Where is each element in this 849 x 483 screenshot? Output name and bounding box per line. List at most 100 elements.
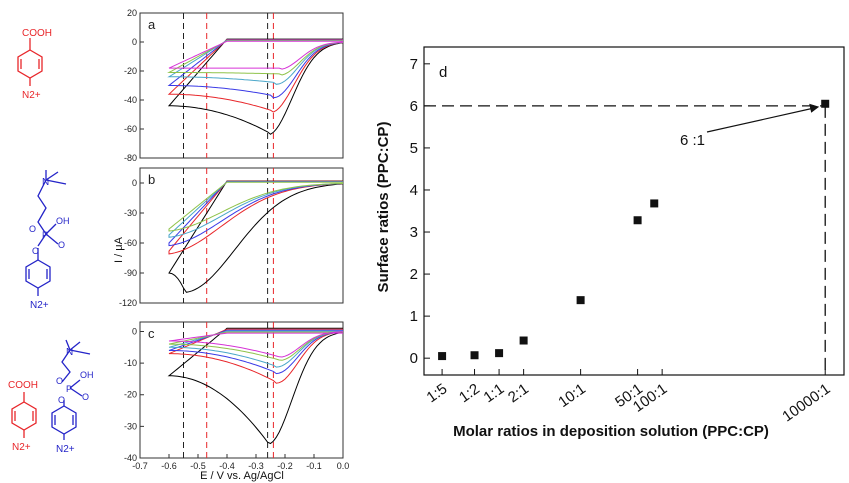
x-tick-label: -0.3: [248, 461, 264, 471]
y-tick-label: -20: [124, 390, 137, 400]
y-tick-label: -80: [124, 153, 137, 163]
o-label-bottom-3: O: [58, 395, 65, 405]
methyl-bond: [65, 339, 71, 351]
cv-curve: [167, 38, 344, 135]
phosphate-bond: [69, 379, 81, 389]
y-tick-label: -120: [119, 298, 137, 308]
cv-panel-c: 0 -10 -20 -30 -40-0.7 -0.6 -0.5 -0.4 -0.3 -0.2 -0.…: [124, 321, 350, 471]
o-label-middle-2: O: [58, 240, 65, 250]
methyl-bond: [69, 349, 91, 355]
y-tick-label: 0: [132, 178, 137, 188]
y-tick-label: -30: [124, 421, 137, 431]
cv-panel-b: 0 -30 -60 -90 -120 b: [119, 167, 344, 308]
oh-label-middle: OH: [56, 216, 70, 226]
panel-label-a: a: [148, 17, 156, 32]
y-tick-label: -30: [124, 208, 137, 218]
choline-chain: [61, 349, 71, 383]
y-tick-label: 4: [410, 182, 418, 199]
y-tick-label: 2: [410, 266, 418, 283]
y-tick-label: 6: [410, 98, 418, 115]
cv-panels: 20 0 -20 -40 -60 -80 a 0 -30 -60 -90 -120 b 0 -10 -20 -3…: [119, 8, 349, 471]
annotation-arrow: [706, 107, 816, 133]
x-tick-label: -0.1: [306, 461, 322, 471]
choline-chain: [37, 179, 47, 235]
oh-label-bottom: OH: [80, 370, 94, 380]
y-tick-label: 1: [410, 308, 418, 325]
x-tick-label: 0.0: [337, 461, 350, 471]
x-tick-label: 1:5: [424, 380, 451, 406]
x-tick-label: -0.2: [277, 461, 293, 471]
x-tick-label: -0.7: [132, 461, 148, 471]
y-tick-label: -40: [124, 95, 137, 105]
y-tick-label: -10: [124, 358, 137, 368]
o-label-bottom-2: O: [82, 392, 89, 402]
p-label-middle: P: [42, 230, 48, 240]
x-tick-label: 1:1: [481, 380, 508, 406]
x-tick-label: -0.6: [161, 461, 177, 471]
plot-frame: [139, 321, 344, 459]
molecule-bottom-red: [11, 392, 37, 438]
y-axis-title-cv: I / μA: [113, 236, 125, 263]
data-point: [633, 216, 642, 225]
x-tick-label: 2:1: [505, 380, 532, 406]
y-tick-label: -90: [124, 268, 137, 278]
y-tick-label: 20: [127, 8, 137, 18]
cv-curve: [168, 329, 344, 375]
phosphate-bond: [69, 387, 83, 397]
phosphate-bond: [37, 233, 47, 247]
diazonium-label-bottom-blue: N2+: [56, 444, 75, 455]
cv-curve: [168, 181, 344, 238]
cv-curve: [168, 328, 344, 384]
x-tick-label: -0.4: [219, 461, 235, 471]
y-tick-label: 7: [410, 56, 418, 73]
annotation-label: 6 :1: [680, 132, 705, 149]
data-point: [821, 99, 830, 108]
diazonium-label-top: N2+: [22, 90, 41, 101]
panel-label-b: b: [148, 172, 155, 187]
x-axis-title-d: Molar ratios in deposition solution (PPC…: [453, 423, 769, 440]
y-tick-label: 5: [410, 140, 418, 157]
molecule-bottom-blue: [51, 339, 91, 440]
annotation-arrowhead: [809, 103, 820, 113]
cv-curve: [168, 181, 344, 247]
methyl-bond: [69, 341, 81, 351]
data-point: [519, 336, 528, 345]
y-tick-label: -20: [124, 66, 137, 76]
plot-frame-d: [423, 46, 845, 376]
o-label-middle: O: [29, 224, 36, 234]
y-tick-label: 0: [410, 350, 418, 367]
cv-curve: [168, 180, 344, 255]
diazonium-label-middle: N2+: [30, 300, 49, 311]
y-tick-label: 3: [410, 224, 418, 241]
o-label-bottom: O: [56, 376, 63, 386]
data-point: [438, 352, 447, 361]
cv-curve: [168, 40, 344, 70]
n-label-bottom: N: [66, 347, 73, 358]
plot-frame: [139, 12, 344, 159]
plot-frame: [139, 167, 344, 304]
y-tick-label: 0: [132, 37, 137, 47]
cv-panel-a: 20 0 -20 -40 -60 -80 a: [124, 8, 344, 163]
y-axis-title-d: Surface ratios (PPC:CP): [375, 122, 392, 293]
cv-curve: [168, 331, 344, 361]
data-point: [495, 349, 504, 358]
x-tick-label: -0.5: [190, 461, 206, 471]
y-tick-label: -40: [124, 453, 137, 463]
cv-curve: [167, 327, 344, 445]
y-tick-label: -60: [124, 124, 137, 134]
data-point: [650, 199, 659, 208]
data-point: [576, 296, 585, 305]
cooh-label-bottom: COOH: [8, 380, 38, 391]
cv-curve: [168, 331, 344, 358]
y-tick-label: -60: [124, 238, 137, 248]
phosphate-bond: [45, 233, 59, 245]
cv-curve: [168, 330, 344, 368]
methyl-bond: [45, 179, 67, 185]
methyl-bond: [45, 171, 59, 181]
cooh-label-top: COOH: [22, 28, 52, 39]
p-label-bottom: P: [66, 384, 72, 394]
cv-curve: [168, 181, 344, 232]
molecule-top: [17, 38, 43, 86]
